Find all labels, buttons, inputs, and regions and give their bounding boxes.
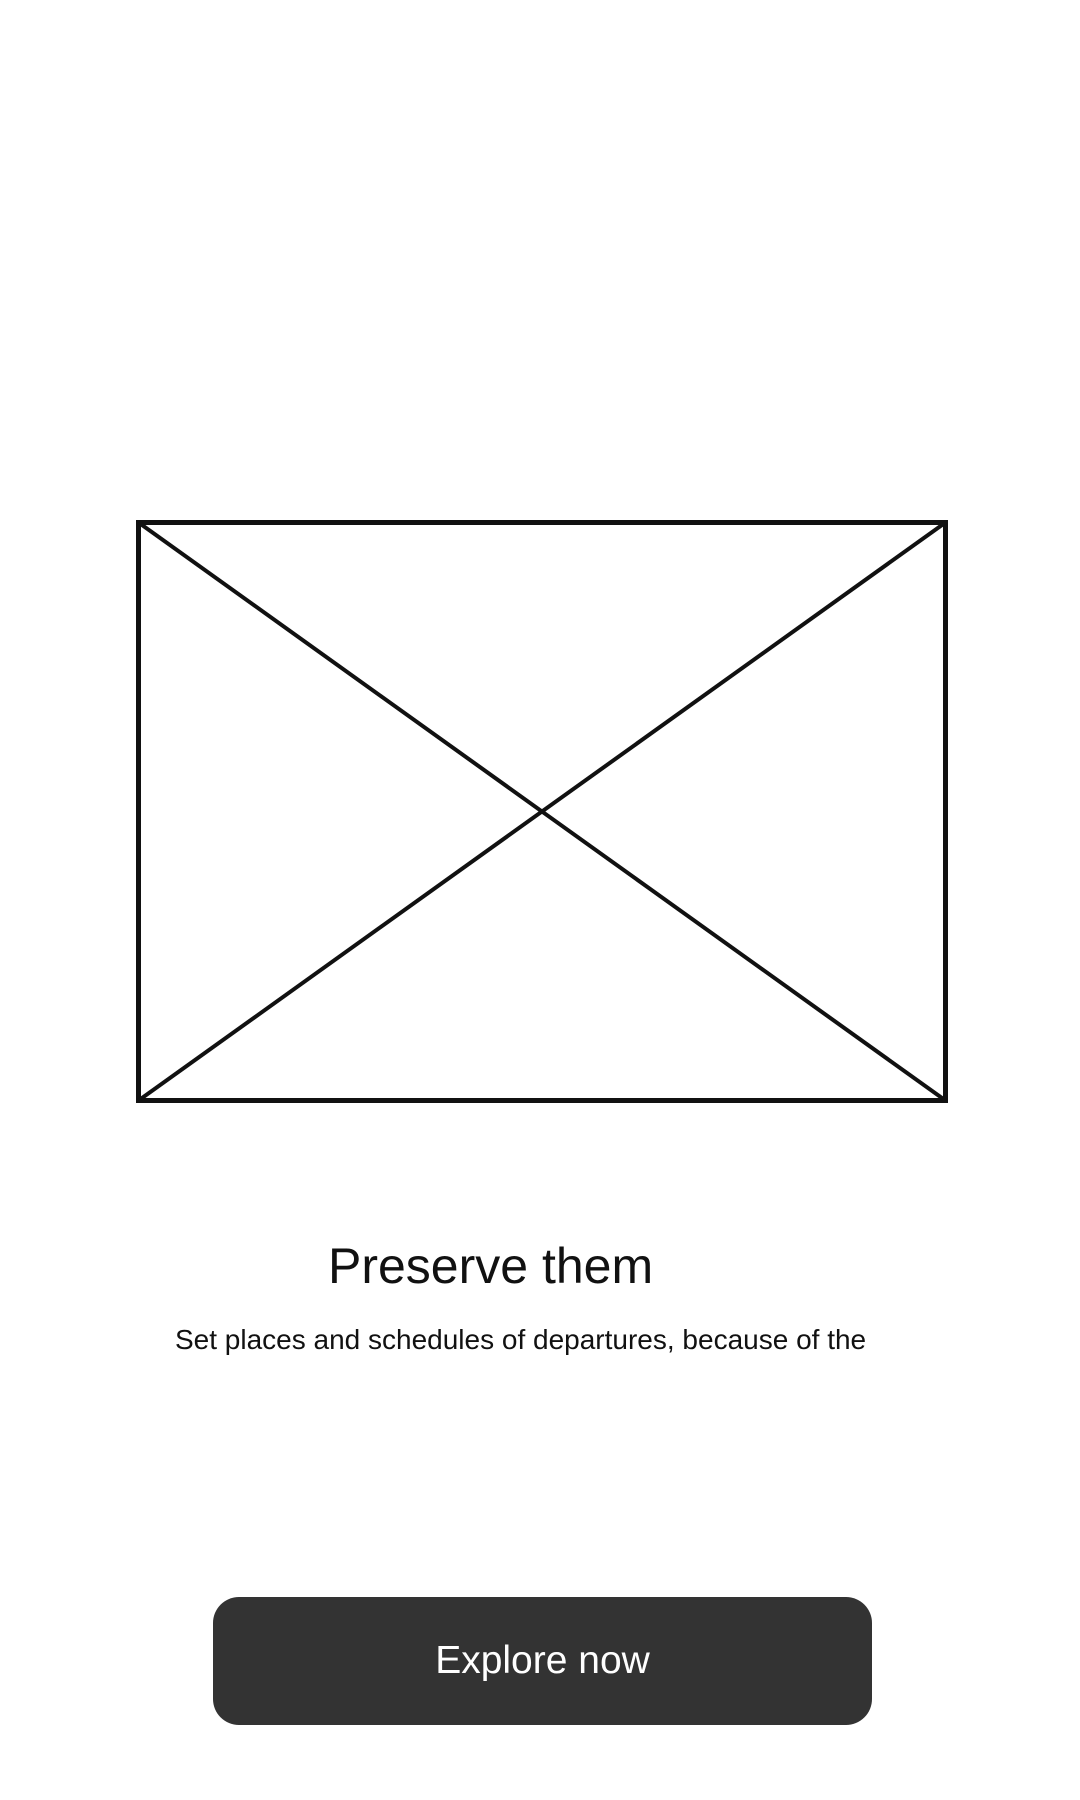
explore-now-button[interactable]: Explore now — [213, 1597, 872, 1725]
onboarding-description: Set places and schedules of departures, … — [175, 1324, 867, 1355]
image-placeholder-icon — [136, 520, 948, 1103]
onboarding-title: Preserve them — [328, 1238, 654, 1294]
